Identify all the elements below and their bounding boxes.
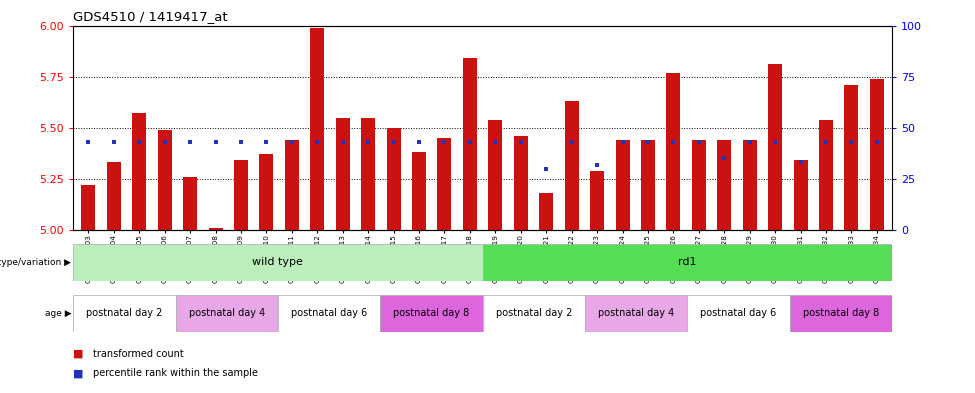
- Text: postnatal day 8: postnatal day 8: [802, 309, 879, 318]
- Bar: [107, 162, 121, 230]
- Bar: [278, 295, 380, 332]
- Bar: [615, 140, 630, 230]
- Text: transformed count: transformed count: [93, 349, 183, 359]
- Bar: [870, 79, 884, 230]
- Bar: [687, 295, 790, 332]
- Text: postnatal day 4: postnatal day 4: [598, 309, 675, 318]
- Bar: [412, 152, 426, 230]
- Bar: [844, 85, 858, 230]
- Bar: [565, 101, 578, 230]
- Bar: [768, 64, 782, 230]
- Text: postnatal day 2: postnatal day 2: [495, 309, 572, 318]
- Bar: [361, 118, 375, 230]
- Text: ■: ■: [73, 368, 84, 378]
- Bar: [463, 58, 477, 230]
- Bar: [641, 140, 655, 230]
- Bar: [176, 295, 278, 332]
- Bar: [183, 177, 197, 230]
- Bar: [285, 140, 299, 230]
- Bar: [73, 244, 483, 281]
- Bar: [209, 228, 222, 230]
- Bar: [158, 130, 172, 230]
- Text: postnatal day 8: postnatal day 8: [393, 309, 470, 318]
- Bar: [259, 154, 273, 230]
- Bar: [81, 185, 96, 230]
- Bar: [483, 295, 585, 332]
- Bar: [73, 295, 176, 332]
- Bar: [790, 295, 892, 332]
- Bar: [483, 244, 892, 281]
- Text: postnatal day 2: postnatal day 2: [86, 309, 163, 318]
- Text: postnatal day 6: postnatal day 6: [700, 309, 777, 318]
- Text: postnatal day 6: postnatal day 6: [291, 309, 368, 318]
- Bar: [585, 295, 687, 332]
- Bar: [335, 118, 350, 230]
- Bar: [514, 136, 527, 230]
- Bar: [133, 114, 146, 230]
- Bar: [794, 160, 807, 230]
- Text: rd1: rd1: [679, 257, 696, 267]
- Bar: [234, 160, 248, 230]
- Bar: [488, 119, 502, 230]
- Bar: [438, 138, 451, 230]
- Bar: [692, 140, 706, 230]
- Text: postnatal day 4: postnatal day 4: [188, 309, 265, 318]
- Bar: [718, 140, 731, 230]
- Bar: [743, 140, 757, 230]
- Bar: [310, 28, 325, 230]
- Bar: [387, 128, 401, 230]
- Text: percentile rank within the sample: percentile rank within the sample: [93, 368, 257, 378]
- Text: genotype/variation ▶: genotype/variation ▶: [0, 258, 71, 267]
- Text: wild type: wild type: [253, 257, 303, 267]
- Bar: [666, 73, 681, 230]
- Text: age ▶: age ▶: [45, 309, 71, 318]
- Bar: [590, 171, 604, 230]
- Bar: [539, 193, 553, 230]
- Bar: [819, 119, 833, 230]
- Bar: [380, 295, 483, 332]
- Text: ■: ■: [73, 349, 84, 359]
- Text: GDS4510 / 1419417_at: GDS4510 / 1419417_at: [73, 10, 228, 23]
